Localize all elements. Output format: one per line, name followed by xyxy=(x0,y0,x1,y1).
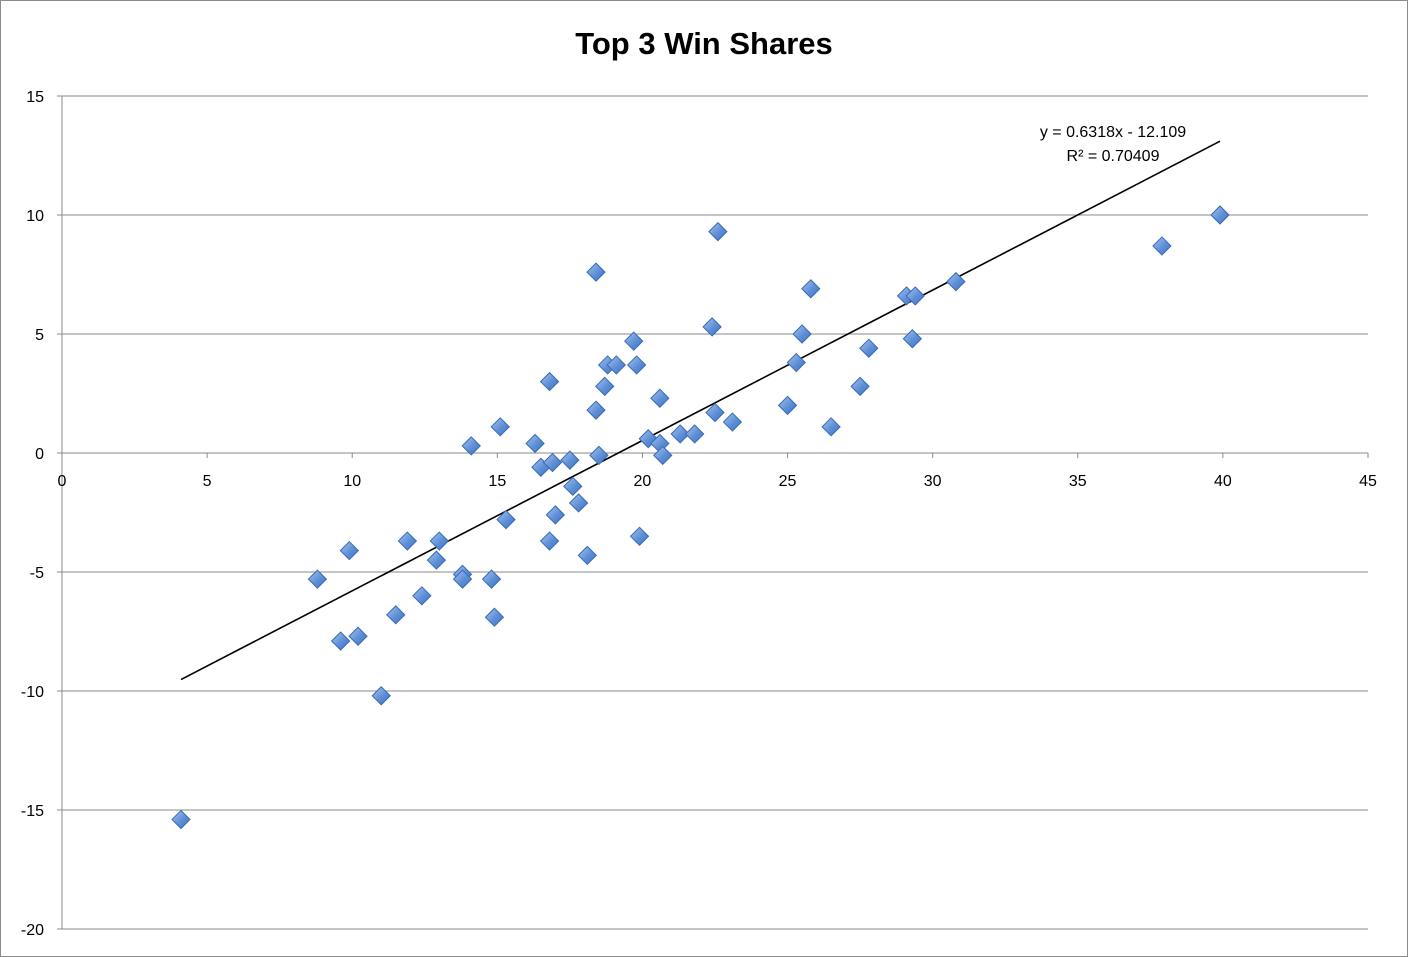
y-tick-label: 5 xyxy=(35,327,44,344)
data-point xyxy=(902,329,923,349)
data-point xyxy=(496,509,516,530)
x-tick-label: 40 xyxy=(1214,473,1232,490)
data-point xyxy=(629,526,650,547)
y-tick-label: -10 xyxy=(21,684,44,701)
x-tick-label: 0 xyxy=(58,473,67,490)
y-tick-label: -15 xyxy=(21,803,44,820)
data-point xyxy=(670,424,690,444)
data-point xyxy=(624,331,644,351)
data-point xyxy=(606,355,627,375)
data-points xyxy=(171,205,1230,830)
data-point xyxy=(484,607,505,627)
data-point xyxy=(461,436,481,456)
data-point xyxy=(595,376,615,397)
data-point xyxy=(684,424,705,444)
data-point xyxy=(339,540,360,561)
x-tick-label: 45 xyxy=(1359,473,1377,490)
data-point xyxy=(577,545,598,566)
data-point xyxy=(330,631,351,651)
data-point xyxy=(542,452,563,473)
data-point xyxy=(801,279,821,299)
data-point xyxy=(705,402,725,423)
y-tick-label: 10 xyxy=(26,208,44,225)
data-point xyxy=(452,569,473,589)
data-point xyxy=(702,317,722,337)
data-point xyxy=(626,355,647,375)
x-tick-label: 30 xyxy=(924,473,942,490)
axes xyxy=(57,95,1369,930)
data-point xyxy=(708,221,728,242)
trendline-equation-label: y = 0.6318x - 12.109 xyxy=(1040,124,1186,141)
data-point xyxy=(786,352,806,373)
data-point xyxy=(653,445,673,466)
x-tick-label: 15 xyxy=(488,473,506,490)
data-point xyxy=(560,450,580,470)
data-point xyxy=(490,417,510,437)
data-point xyxy=(946,271,966,292)
data-point xyxy=(905,286,925,306)
data-point xyxy=(1210,205,1230,225)
data-point xyxy=(1152,236,1172,256)
x-tick-label: 25 xyxy=(779,473,797,490)
data-point xyxy=(792,324,812,344)
y-tick-label: 15 xyxy=(26,89,44,106)
data-point xyxy=(539,531,560,551)
data-point xyxy=(589,445,609,466)
data-point xyxy=(386,605,406,625)
x-tick-label: 20 xyxy=(634,473,652,490)
data-point xyxy=(777,395,798,416)
y-tick-label: -20 xyxy=(21,922,44,939)
trendline xyxy=(180,140,1221,681)
data-point xyxy=(371,686,391,706)
y-tick-label: -5 xyxy=(30,565,44,582)
data-point xyxy=(171,809,191,830)
data-point xyxy=(563,476,583,497)
data-point xyxy=(722,412,743,432)
data-point xyxy=(650,388,670,408)
x-tick-label: 5 xyxy=(203,473,212,490)
data-point xyxy=(412,586,432,606)
data-point xyxy=(586,262,606,282)
trendline-r2-label: R² = 0.70409 xyxy=(1067,148,1160,165)
data-point xyxy=(568,493,589,513)
data-point xyxy=(850,376,870,397)
x-tick-label: 35 xyxy=(1069,473,1087,490)
tick-labels: 15 10 5 0 -5 -10 -15 -20 0 5 10 15 20 25 30 35 40 45 xyxy=(21,89,1377,939)
data-point xyxy=(539,371,560,392)
data-point xyxy=(307,569,328,589)
trendline-group: y = 0.6318x - 12.109 R² = 0.70409 xyxy=(180,124,1221,681)
data-point xyxy=(481,569,502,589)
x-tick-label: 10 xyxy=(343,473,361,490)
chart-title: Top 3 Win Shares xyxy=(575,26,833,61)
gridlines xyxy=(62,95,1368,930)
data-point xyxy=(859,338,879,358)
data-point xyxy=(525,433,545,454)
data-point xyxy=(348,626,368,646)
data-point xyxy=(426,550,447,570)
data-point xyxy=(429,531,449,551)
data-point xyxy=(586,400,606,420)
data-point xyxy=(545,505,566,525)
data-point xyxy=(397,531,418,551)
y-tick-label: 0 xyxy=(35,446,44,463)
data-point xyxy=(821,417,841,437)
